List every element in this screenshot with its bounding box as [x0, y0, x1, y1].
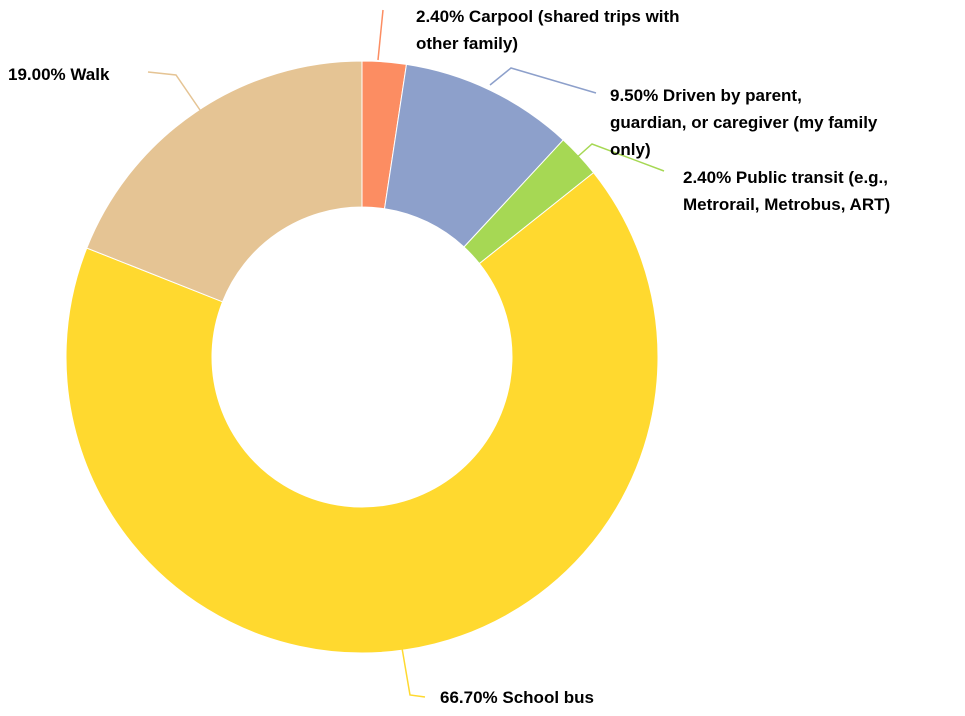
leader-line: [573, 143, 665, 172]
slice-label-line: Metrorail, Metrobus, ART): [683, 195, 890, 214]
slice-labels: 2.40% Carpool (shared trips with other fa…: [8, 7, 890, 707]
slice-label-line: only): [610, 140, 651, 159]
slice-label-line: other family): [416, 34, 518, 53]
leader-line: [147, 71, 201, 111]
leader-lines: [147, 9, 665, 698]
slice-label-line: 2.40% Carpool (shared trips with: [416, 7, 680, 26]
leader-line: [401, 647, 426, 698]
donut-slices: [65, 60, 659, 654]
leader-line: [377, 9, 384, 61]
slice-label-line: 19.00% Walk: [8, 65, 110, 84]
slice-label: 2.40% Carpool (shared trips with other fa…: [416, 7, 680, 53]
slice-label-line: 2.40% Public transit (e.g.,: [683, 168, 888, 187]
slice-label: 19.00% Walk: [8, 65, 110, 84]
slice-walk: [86, 60, 363, 303]
slice-label-line: 66.70% School bus: [440, 688, 594, 707]
slice-school-bus: [65, 171, 659, 654]
slice-label-line: 9.50% Driven by parent,: [610, 86, 802, 105]
slice-label: 9.50% Driven by parent, guardian, or care…: [610, 86, 878, 159]
slice-label-line: guardian, or caregiver (my family: [610, 113, 878, 132]
slice-label: 2.40% Public transit (e.g., Metrorail, Me…: [683, 168, 890, 214]
slice-label: 66.70% School bus: [440, 688, 594, 707]
leader-line: [489, 67, 597, 94]
